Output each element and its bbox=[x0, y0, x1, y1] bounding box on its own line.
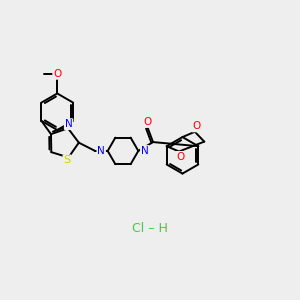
Text: O: O bbox=[144, 117, 152, 127]
Text: N: N bbox=[65, 119, 73, 129]
Text: Cl – H: Cl – H bbox=[132, 221, 168, 235]
Text: O: O bbox=[192, 122, 200, 131]
Text: O: O bbox=[176, 152, 184, 162]
Text: N: N bbox=[141, 146, 149, 156]
Text: O: O bbox=[53, 69, 61, 79]
Text: S: S bbox=[64, 155, 70, 165]
Text: N: N bbox=[97, 146, 105, 156]
